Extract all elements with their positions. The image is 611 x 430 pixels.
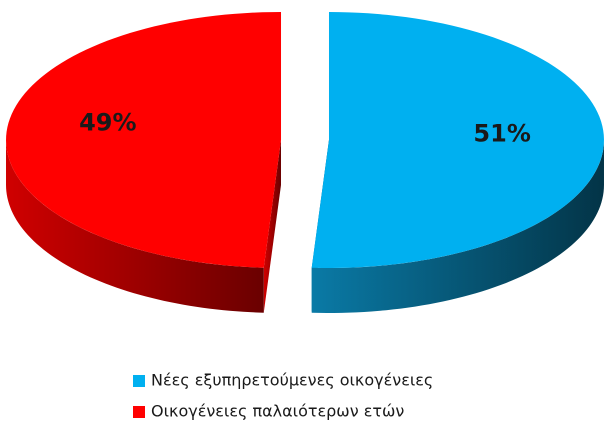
slice [311, 12, 604, 268]
pie: 51% 49% [6, 12, 604, 313]
slice-side [6, 140, 264, 313]
slice [6, 12, 282, 268]
data-label: 49% [79, 108, 136, 136]
legend-label: Οικογένειες παλαιότερων ετών [151, 402, 404, 421]
legend-swatch [133, 375, 145, 387]
slice-side [311, 140, 604, 313]
legend: Νέες εξυπηρετούμενες οικογένειες Οικογένε… [133, 371, 433, 421]
slice-face [263, 140, 282, 313]
legend-swatch [133, 406, 145, 418]
data-label: 51% [473, 120, 530, 148]
legend-label: Νέες εξυπηρετούμενες οικογένειες [151, 371, 433, 390]
